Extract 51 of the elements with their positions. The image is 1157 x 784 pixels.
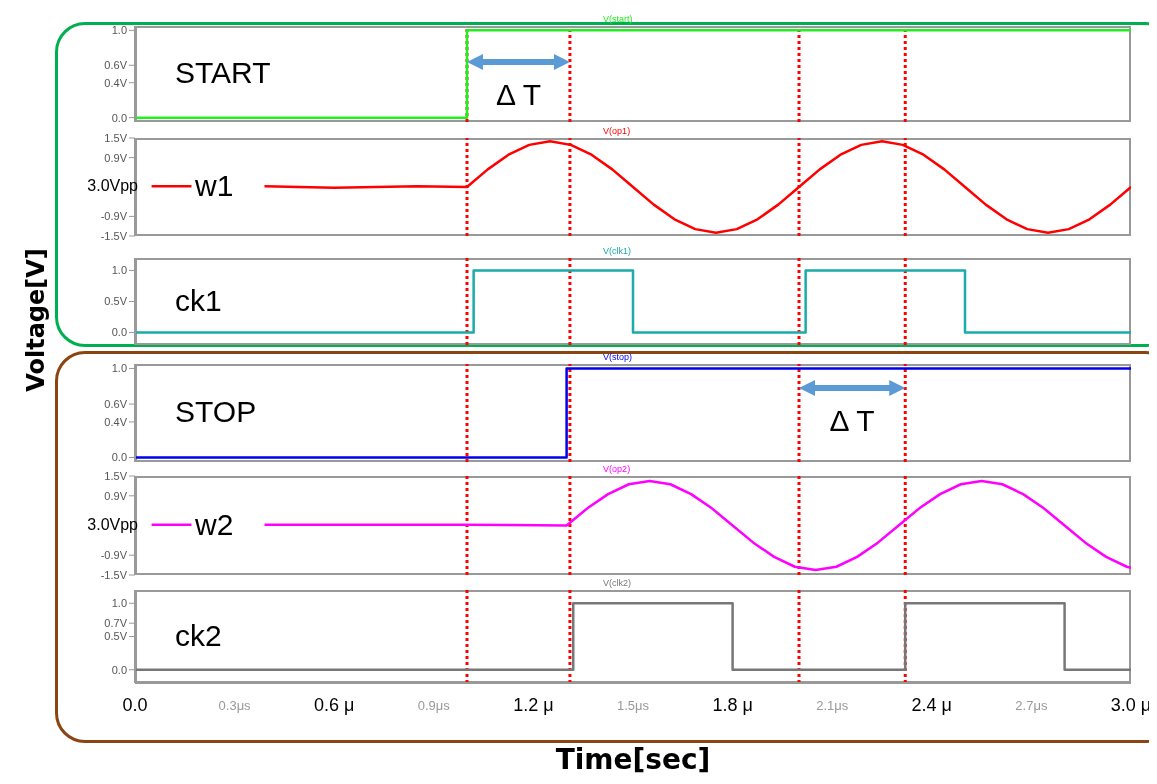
y-tick-label: 0.5V — [104, 630, 128, 643]
x-tick-label: 0.9μs — [417, 697, 451, 713]
x-axis-title: Time[sec] — [554, 743, 712, 776]
chart-title: V(stop) — [603, 352, 633, 362]
y-axis-title: 3.0Vpp — [86, 515, 138, 534]
y-tick-label: 0.0 — [111, 663, 127, 676]
x-tick-label: 0.3μs — [218, 697, 252, 713]
y-tick-label: 1.0 — [111, 264, 127, 277]
series-label: ck2 — [175, 618, 222, 653]
x-tick-label: 0.6 μ — [314, 695, 355, 715]
y-tick-label: -0.9V — [100, 549, 128, 562]
y-tick-label: 0.7V — [104, 617, 128, 630]
y-axis-title: 3.0Vpp — [86, 177, 138, 195]
y-tick-label: 1.5V — [104, 469, 128, 482]
chart-title: V(op1) — [603, 126, 631, 136]
y-tick-label: 0.0 — [111, 451, 127, 464]
y-tick-label: 0.5V — [104, 295, 128, 308]
x-tick-label: 3.0 μ — [1110, 695, 1152, 715]
chart-title: V(clk2) — [603, 578, 632, 588]
y-tick-label: 1.0 — [111, 597, 127, 610]
y-tick-label: -0.9V — [100, 210, 128, 223]
series-label: w2 — [195, 507, 234, 542]
x-tick-label: 2.4 μ — [911, 695, 952, 715]
y-tick-label: -1.5V — [100, 229, 128, 242]
x-tick-label: 2.1μs — [816, 697, 849, 713]
y-tick-label: 0.4V — [104, 415, 128, 428]
y-tick-label: 0.9V — [104, 489, 128, 502]
annotation: Δ T — [828, 404, 876, 438]
y-tick-label: 1.5V — [104, 131, 128, 144]
y-tick-label: 1.0 — [111, 362, 127, 375]
y-tick-label: 1.0 — [111, 24, 127, 37]
x-tick-label: 1.2 μ — [513, 695, 554, 715]
y-tick-label: 0.4V — [104, 76, 128, 89]
y-axis-title: Voltage[V] — [22, 246, 50, 394]
series-label: STOP — [175, 395, 257, 429]
series-label: ck1 — [175, 283, 222, 318]
chart-title: V(op2) — [603, 464, 631, 474]
y-tick-label: 0.6V — [104, 59, 128, 72]
y-tick-label: -1.5V — [100, 568, 128, 581]
y-tick-label: 0.6V — [104, 398, 128, 410]
chart-title: V(start) — [603, 14, 633, 24]
series-label: START — [175, 56, 271, 90]
y-tick-label: 0.0 — [111, 111, 127, 124]
chart-title: V(clk1) — [603, 246, 632, 256]
x-tick-label: 1.8 μ — [712, 695, 753, 715]
x-tick-label: 1.5μs — [616, 697, 650, 713]
annotation: Δ T — [494, 78, 542, 112]
y-tick-label: 0.0 — [111, 326, 127, 339]
series-label: w1 — [195, 169, 234, 203]
x-tick-label: 2.7μs — [1015, 697, 1048, 713]
y-tick-label: 0.9V — [104, 151, 128, 164]
